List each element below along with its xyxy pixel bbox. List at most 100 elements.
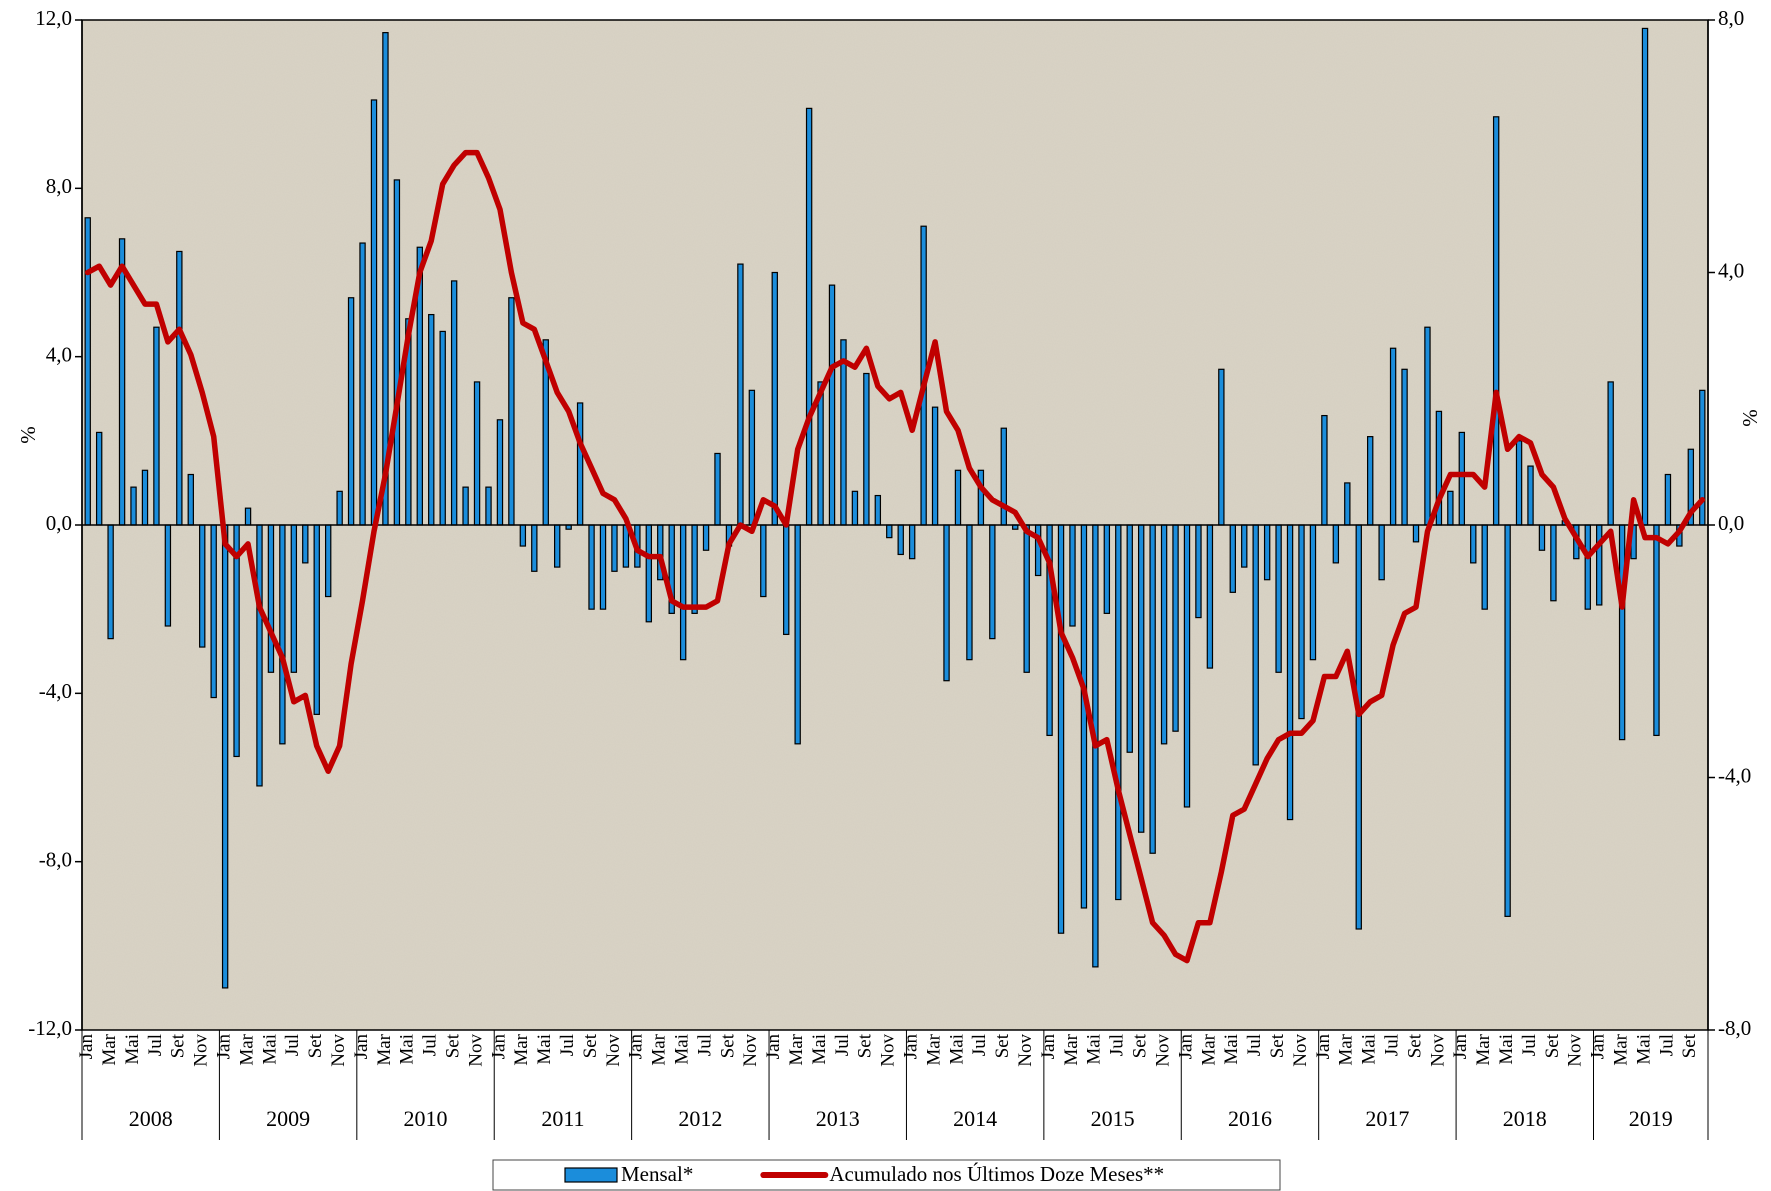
bar xyxy=(828,284,836,526)
bar xyxy=(702,524,710,551)
bar xyxy=(748,389,756,526)
bar xyxy=(164,524,172,627)
x-tick-label: Set xyxy=(855,1033,876,1058)
bar xyxy=(1126,524,1133,753)
bar xyxy=(691,524,698,614)
bar xyxy=(1218,368,1225,526)
x-tick-label: Nov xyxy=(328,1034,349,1067)
bar xyxy=(1412,524,1420,543)
bar xyxy=(989,524,996,640)
y2-tick-label: -4,0 xyxy=(1718,763,1751,787)
x-tick-label: Nov xyxy=(603,1034,624,1067)
bar xyxy=(931,406,939,526)
year-label: 2017 xyxy=(1365,1106,1409,1131)
bar xyxy=(1286,524,1294,821)
bar xyxy=(1653,524,1660,737)
bar xyxy=(1470,524,1477,564)
bar xyxy=(1252,524,1259,766)
bar xyxy=(531,524,538,572)
year-label: 2008 xyxy=(129,1106,173,1131)
bar xyxy=(1298,524,1305,720)
bar xyxy=(153,326,160,526)
x-tick-label: Mai xyxy=(1359,1034,1380,1065)
x-tick-label: Set xyxy=(1679,1033,1700,1058)
bar xyxy=(496,419,504,526)
x-tick-label: Set xyxy=(168,1033,189,1058)
bar xyxy=(1424,326,1431,526)
x-tick-label: Jan xyxy=(1450,1034,1471,1060)
bar xyxy=(1641,27,1649,526)
y-tick-label: -8,0 xyxy=(39,847,72,871)
bar xyxy=(1160,524,1168,745)
bar xyxy=(1515,440,1523,526)
bar xyxy=(450,280,458,526)
bar xyxy=(1332,524,1340,564)
bar xyxy=(1584,524,1591,610)
x-tick-label: Mar xyxy=(1473,1033,1494,1065)
y-axis-label: % xyxy=(16,426,40,444)
bar xyxy=(714,452,721,526)
bar xyxy=(244,507,252,526)
bar xyxy=(221,524,229,989)
y-tick-label: -4,0 xyxy=(39,679,72,703)
x-tick-label: Jul xyxy=(282,1034,303,1056)
x-tick-label: Nov xyxy=(740,1034,761,1067)
x-tick-label: Nov xyxy=(191,1034,212,1067)
bar xyxy=(1618,524,1626,741)
x-tick-label: Nov xyxy=(1427,1034,1448,1067)
x-tick-label: Jan xyxy=(901,1034,922,1060)
year-label: 2019 xyxy=(1629,1106,1673,1131)
x-tick-label: Jul xyxy=(1519,1034,1540,1056)
bar xyxy=(1195,524,1202,619)
bar xyxy=(874,494,882,526)
legend: Mensal* Acumulado nos Últimos Doze Meses*… xyxy=(492,1159,1281,1191)
bar xyxy=(897,524,904,556)
legend-swatch xyxy=(564,1167,618,1183)
bar xyxy=(977,469,985,526)
bar xyxy=(199,524,206,648)
x-tick-label: Set xyxy=(1404,1033,1425,1058)
bar xyxy=(1664,473,1672,526)
bar xyxy=(1492,116,1500,526)
x-tick-label: Mar xyxy=(649,1033,670,1065)
bar xyxy=(1034,524,1042,577)
year-label: 2012 xyxy=(678,1106,722,1131)
y2-tick-label: 4,0 xyxy=(1718,258,1744,282)
x-tick-label: Jul xyxy=(969,1034,990,1056)
bar xyxy=(1103,524,1111,614)
x-tick-label: Mar xyxy=(99,1033,120,1065)
x-tick-label: Mai xyxy=(397,1034,418,1065)
bar xyxy=(908,524,916,560)
plot-border xyxy=(81,19,1709,1031)
bar xyxy=(313,524,320,715)
bar xyxy=(95,431,103,526)
x-tick-label: Mai xyxy=(1633,1034,1654,1065)
x-tick-label: Mai xyxy=(122,1034,143,1065)
y-tick-label: 4,0 xyxy=(46,342,72,366)
x-tick-label: Jan xyxy=(1313,1034,1334,1060)
bar xyxy=(840,339,847,526)
bar xyxy=(107,524,114,640)
bar xyxy=(473,381,481,526)
bar xyxy=(1321,414,1328,526)
y2-axis-label: % xyxy=(1738,409,1762,427)
bar xyxy=(1149,524,1156,854)
bar xyxy=(359,242,366,526)
x-tick-label: Set xyxy=(580,1033,601,1058)
year-label: 2011 xyxy=(541,1106,584,1131)
x-tick-label: Mar xyxy=(236,1033,257,1065)
bar xyxy=(1504,524,1511,917)
x-tick-label: Jul xyxy=(1107,1034,1128,1056)
bar xyxy=(737,263,744,526)
bar xyxy=(256,524,263,787)
bar xyxy=(1481,524,1488,610)
bar xyxy=(302,524,309,564)
year-label: 2010 xyxy=(404,1106,448,1131)
bar xyxy=(1229,524,1236,593)
year-label: 2015 xyxy=(1091,1106,1135,1131)
bar xyxy=(1206,524,1214,669)
bar xyxy=(210,524,217,699)
x-tick-label: Jul xyxy=(420,1034,441,1056)
bar xyxy=(519,524,527,547)
